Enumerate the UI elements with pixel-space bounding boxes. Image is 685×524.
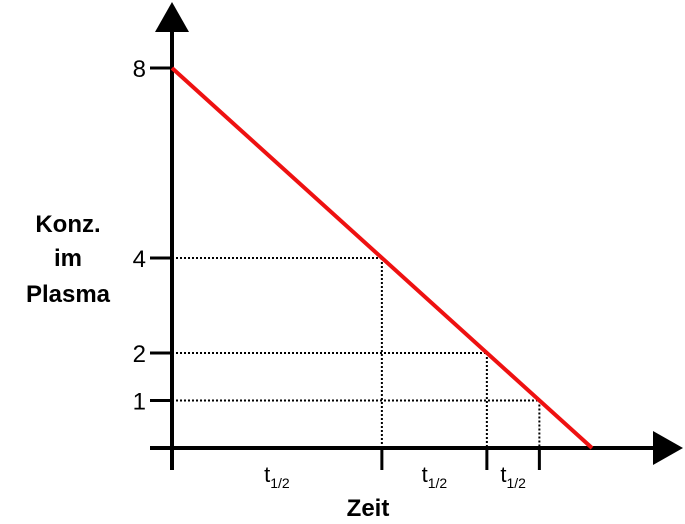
x-axis-arrowhead: [653, 431, 683, 465]
y-axis-arrowhead: [155, 2, 189, 32]
y-axis-title-line-3: Plasma: [26, 281, 111, 308]
y-axis-title-line-1: Konz.: [35, 211, 100, 238]
y-axis-title-line-2: im: [54, 245, 82, 272]
y-tick-label: 8: [133, 56, 146, 83]
half-life-interval-label: t1/2: [500, 462, 526, 491]
x-axis-title: Zeit: [347, 495, 390, 522]
half-life-interval-label: t1/2: [264, 462, 290, 491]
y-tick-label: 1: [133, 389, 146, 416]
series-line: [170, 66, 594, 450]
y-tick-label: 2: [133, 341, 146, 368]
half-life-interval-label: t1/2: [422, 462, 448, 491]
y-tick-label: 4: [133, 246, 146, 273]
